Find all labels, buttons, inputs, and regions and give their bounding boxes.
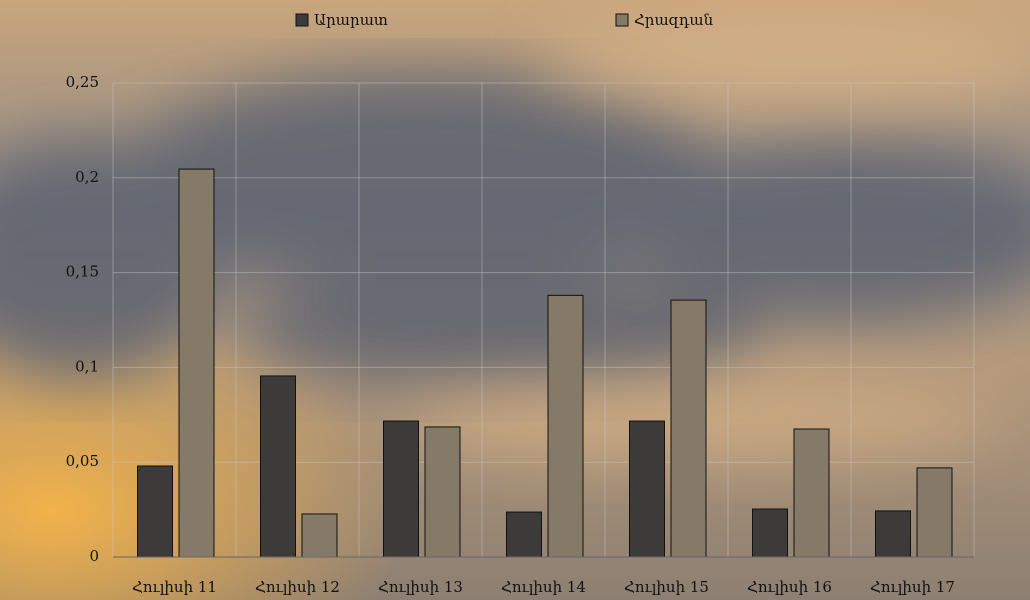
bar <box>629 420 665 558</box>
y-tick-label: 0,25 <box>66 73 99 91</box>
x-tick-label: Հուլիսի 15 <box>624 578 709 596</box>
bar <box>383 420 419 558</box>
bar <box>137 465 173 558</box>
bar <box>916 467 953 558</box>
x-tick-label: Հուլիսի 17 <box>870 578 955 596</box>
bar <box>875 510 911 558</box>
y-tick-label: 0 <box>89 547 99 565</box>
x-tick-label: Հուլիսի 14 <box>501 578 586 596</box>
bar <box>301 513 338 558</box>
bar <box>506 511 542 558</box>
bar <box>670 299 707 558</box>
x-tick-label: Հուլիսի 16 <box>747 578 832 596</box>
y-tick-label: 0,15 <box>66 263 99 281</box>
bar <box>178 168 215 558</box>
bar <box>424 426 461 558</box>
bar <box>793 428 830 558</box>
x-tick-label: Հուլիսի 11 <box>132 578 217 596</box>
bar <box>260 375 296 558</box>
bar <box>752 508 788 558</box>
y-tick-label: 0,2 <box>75 168 99 186</box>
x-tick-label: Հուլիսի 13 <box>378 578 463 596</box>
legend-swatch <box>295 13 309 27</box>
legend-swatch <box>615 13 629 27</box>
y-tick-label: 0,05 <box>66 452 99 470</box>
legend-label: Հրազդան <box>634 11 714 29</box>
bar <box>547 294 584 558</box>
legend-label: Արարատ <box>314 11 388 29</box>
y-tick-label: 0,1 <box>75 357 99 375</box>
x-tick-label: Հուլիսի 12 <box>255 578 340 596</box>
